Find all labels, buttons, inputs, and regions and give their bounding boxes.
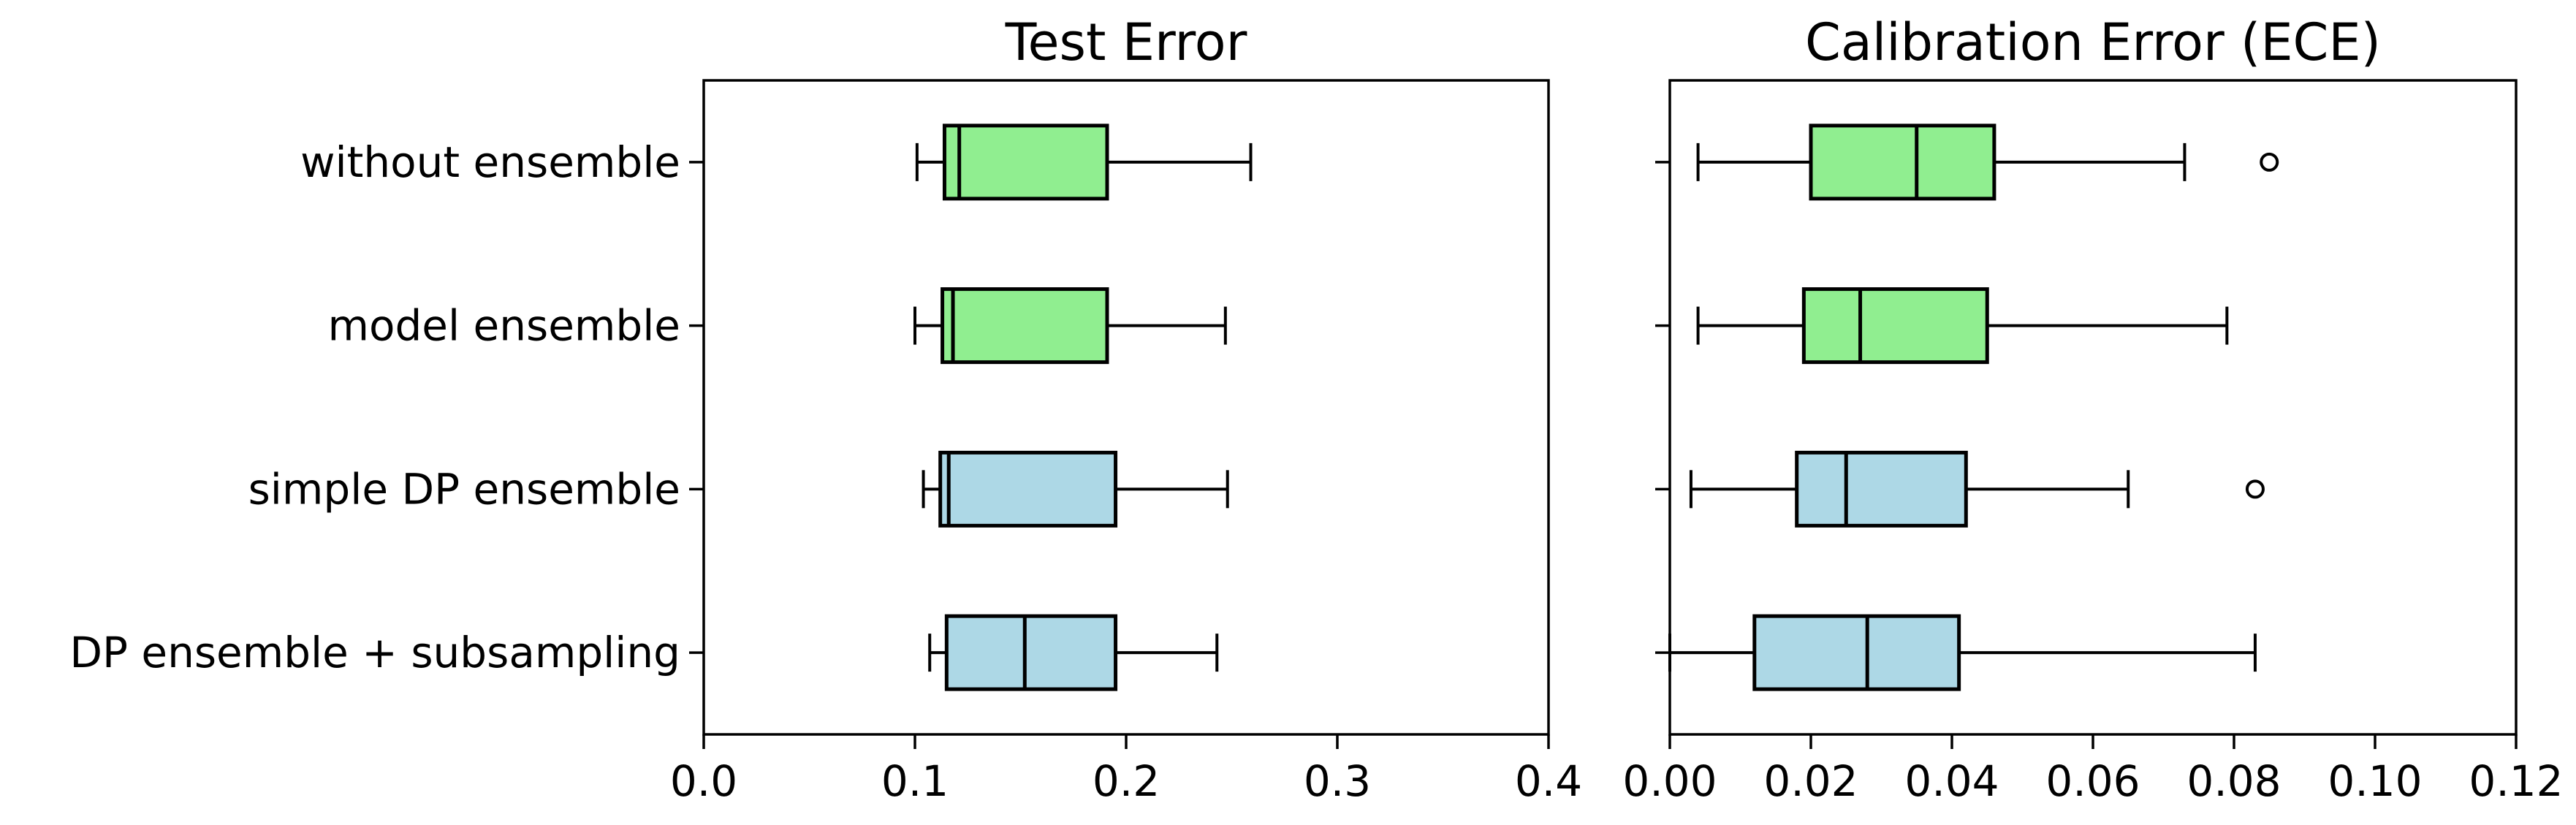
panel-0-x-tick-label: 0.0 — [670, 756, 737, 806]
panel-0-box-3 — [944, 614, 1118, 691]
panel-0-title: Test Error — [1005, 12, 1247, 72]
panel-1-x-tick-label: 0.10 — [2328, 756, 2422, 806]
panel-1-outlier — [2245, 479, 2265, 499]
panel-1-x-tick-label: 0.06 — [2045, 756, 2140, 806]
panel-1-x-tick-label: 0.04 — [1904, 756, 1999, 806]
panel-1-x-tick-label: 0.02 — [1763, 756, 1858, 806]
panel-0-x-tick-label: 0.4 — [1515, 756, 1582, 806]
panel-1-box-0 — [1809, 123, 1996, 201]
panel-1-x-tick-label: 0.00 — [1622, 756, 1717, 806]
panel-1-box-2 — [1795, 450, 1968, 528]
category-label: DP ensemble + subsampling — [69, 628, 680, 677]
category-label: without ensemble — [300, 137, 680, 187]
category-label: model ensemble — [328, 301, 681, 351]
category-label: simple DP ensemble — [248, 464, 680, 514]
panel-0-frame — [702, 79, 1550, 736]
panel-0-x-tick-label: 0.2 — [1093, 756, 1160, 806]
panel-0-box-0 — [942, 123, 1109, 201]
panel-1-x-tick-label: 0.12 — [2469, 756, 2563, 806]
panel-0-box-2 — [938, 450, 1118, 528]
panel-0-x-tick-label: 0.1 — [881, 756, 949, 806]
panel-1-box-3 — [1752, 614, 1961, 691]
panel-1-outlier — [2260, 152, 2279, 172]
panel-0-x-tick-label: 0.3 — [1304, 756, 1371, 806]
panel-1-x-tick-label: 0.08 — [2186, 756, 2281, 806]
panel-1-box-1 — [1801, 287, 1989, 365]
panel-1-title: Calibration Error (ECE) — [1805, 12, 2381, 72]
panel-0-box-1 — [941, 287, 1109, 365]
